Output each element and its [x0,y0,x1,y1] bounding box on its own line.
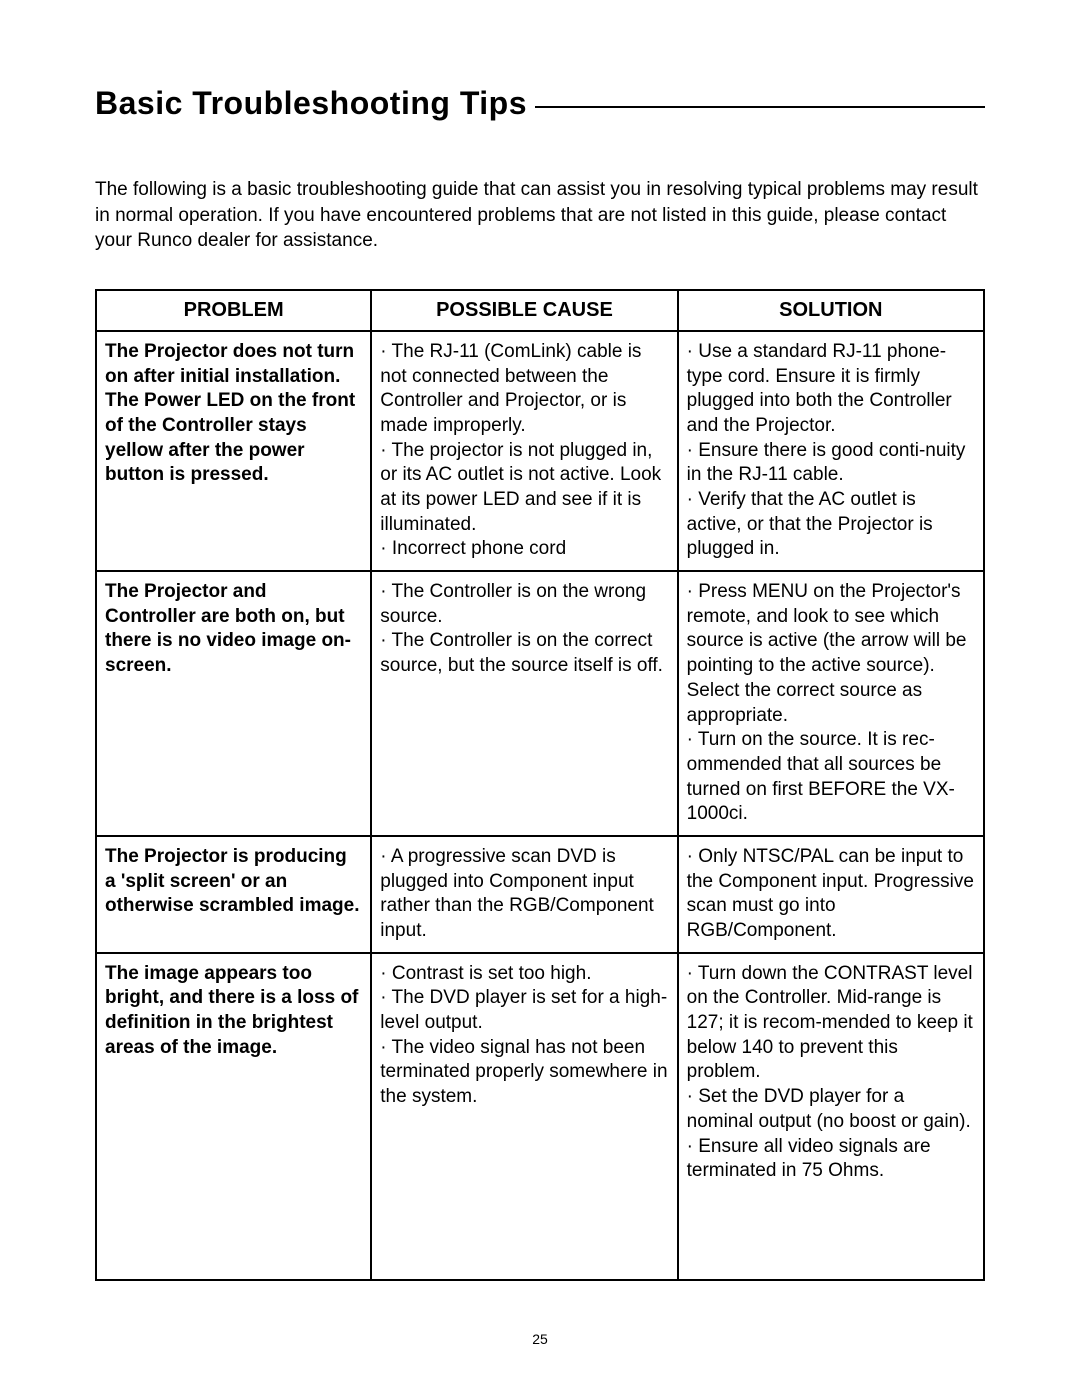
cell-cause: · Contrast is set too high. · The DVD pl… [371,953,677,1280]
header-solution: SOLUTION [678,290,984,331]
title-rule [535,106,985,108]
troubleshooting-table: PROBLEM POSSIBLE CAUSE SOLUTION The Proj… [95,289,985,1281]
cell-cause: · A progressive scan DVD is plugged into… [371,836,677,953]
cell-cause: · The RJ-11 (ComLink) cable is not conne… [371,331,677,571]
cell-problem: The Projector and Controller are both on… [96,571,371,836]
header-cause: POSSIBLE CAUSE [371,290,677,331]
cell-problem: The image appears too bright, and there … [96,953,371,1280]
intro-paragraph: The following is a basic troubleshooting… [95,177,985,254]
page-number: 25 [0,1331,1080,1347]
cell-problem: The Projector does not turn on after ini… [96,331,371,571]
page-title: Basic Troubleshooting Tips [95,85,985,122]
cell-solution: · Use a standard RJ-11 phone-type cord. … [678,331,984,571]
cell-solution: · Turn down the CONTRAST level on the Co… [678,953,984,1280]
cell-problem: The Projector is producing a 'split scre… [96,836,371,953]
cell-solution: · Only NTSC/PAL can be input to the Comp… [678,836,984,953]
table-row: The Projector is producing a 'split scre… [96,836,984,953]
cell-solution: · Press MENU on the Projector's remote, … [678,571,984,836]
cell-cause: · The Controller is on the wrong source.… [371,571,677,836]
page-title-text: Basic Troubleshooting Tips [95,85,527,122]
table-row: The Projector does not turn on after ini… [96,331,984,571]
table-row: The Projector and Controller are both on… [96,571,984,836]
table-row: The image appears too bright, and there … [96,953,984,1280]
header-problem: PROBLEM [96,290,371,331]
